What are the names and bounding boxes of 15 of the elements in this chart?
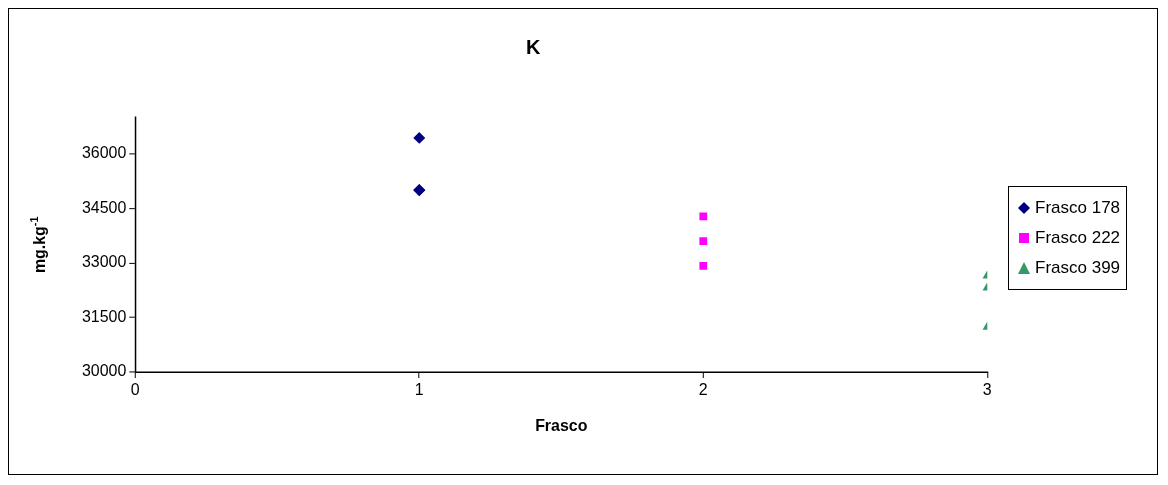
x-tick-label: 3	[982, 380, 992, 398]
y-tick-label: 34500	[81, 198, 127, 216]
chart-title: K	[525, 36, 541, 59]
legend-label: Frasco 178	[1035, 197, 1121, 219]
y-tick-label: 33000	[81, 253, 127, 271]
legend-label: Frasco 222	[1035, 227, 1121, 249]
y-tick-label: 36000	[81, 144, 127, 162]
x-tick-label: 1	[414, 380, 424, 398]
y-tick-label: 30000	[81, 362, 127, 380]
y-axis-title: mg.kg-1	[27, 216, 48, 274]
x-axis-title: Frasco	[535, 417, 588, 434]
x-tick-label: 2	[698, 380, 708, 398]
y-tick-label: 31500	[81, 307, 127, 325]
legend-label: Frasco 399	[1035, 257, 1121, 279]
x-tick-label: 0	[130, 380, 140, 398]
